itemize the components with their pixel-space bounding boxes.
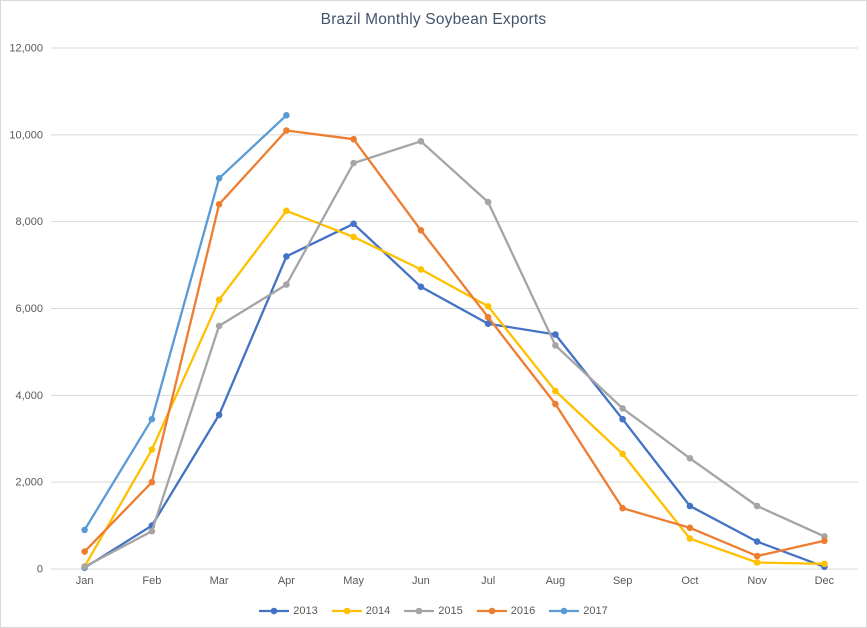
series-marker-2014 — [686, 535, 694, 542]
series-marker-2015 — [148, 527, 156, 535]
series-marker-2016 — [552, 400, 559, 408]
legend-marker-icon — [404, 607, 435, 615]
series-marker-2015 — [350, 159, 357, 167]
series-marker-2014 — [350, 233, 357, 241]
series-line-2015 — [83, 140, 826, 568]
series-marker-2014 — [215, 296, 223, 304]
legend-marker-icon — [549, 607, 580, 615]
series-marker-2015 — [417, 138, 425, 145]
series-marker-2013 — [619, 415, 626, 423]
y-axis-tick-label: 6,000 — [15, 303, 43, 315]
series-marker-2014 — [484, 303, 492, 310]
series-marker-2013 — [417, 283, 425, 291]
series-marker-2016 — [215, 201, 223, 208]
series-marker-2016 — [148, 478, 156, 486]
series-marker-2013 — [686, 502, 694, 510]
x-axis-tick-label: Apr — [278, 575, 295, 587]
legend-label: 2013 — [293, 605, 318, 617]
series-marker-2014 — [619, 450, 626, 458]
series-marker-2015 — [81, 563, 88, 571]
series-marker-2017 — [215, 175, 223, 182]
legend-item-2015: 2015 — [404, 605, 463, 617]
legend-label: 2017 — [583, 605, 608, 617]
series-marker-2013 — [484, 320, 492, 328]
series-marker-2016 — [753, 552, 761, 560]
legend-item-2016: 2016 — [476, 605, 536, 617]
series-marker-2013 — [215, 411, 223, 419]
y-axis-tick-label: 10,000 — [9, 129, 43, 141]
series-marker-2017 — [283, 112, 290, 119]
legend-label: 2014 — [365, 605, 391, 617]
legend-marker-icon — [331, 607, 362, 615]
chart-title: Brazil Monthly Soybean Exports — [320, 11, 547, 28]
x-axis-tick-label: Oct — [681, 575, 698, 587]
series-marker-2015 — [619, 405, 626, 412]
x-axis-tick-label: Sep — [613, 575, 633, 587]
legend-label: 2015 — [438, 605, 463, 617]
series-marker-2015 — [283, 281, 290, 288]
y-axis-tick-label: 4,000 — [15, 390, 43, 402]
x-axis-tick-label: Dec — [815, 575, 835, 587]
series-marker-2014 — [417, 266, 425, 273]
series-marker-2015 — [753, 502, 761, 510]
series-marker-2016 — [619, 504, 626, 512]
series-marker-2015 — [484, 198, 492, 206]
legend-item-2013: 2013 — [259, 605, 318, 617]
series-line-2016 — [83, 129, 826, 558]
legend-item-2017: 2017 — [549, 605, 608, 617]
legend: 2013 2014 2015 2016 2017 — [1, 605, 866, 617]
legend-label: 2016 — [510, 605, 536, 617]
series-marker-2016 — [821, 537, 828, 545]
y-axis-tick-label: 2,000 — [15, 477, 43, 489]
x-axis-tick-label: Aug — [546, 575, 566, 587]
y-axis-tick-label: 8,000 — [15, 216, 43, 228]
series-marker-2013 — [552, 331, 559, 338]
series-marker-2016 — [283, 127, 290, 134]
x-axis-tick-label: Jun — [412, 575, 430, 587]
series-marker-2016 — [686, 524, 694, 532]
series-marker-2013 — [283, 253, 290, 260]
legend-marker-icon — [259, 607, 290, 615]
series-marker-2014 — [753, 559, 761, 566]
x-axis-tick-label: Jan — [76, 575, 94, 587]
series-marker-2014 — [283, 207, 290, 215]
x-axis-tick-label: May — [343, 575, 364, 587]
series-marker-2017 — [81, 526, 88, 534]
series-marker-2013 — [350, 220, 357, 228]
series-marker-2014 — [148, 446, 156, 453]
series-marker-2014 — [552, 387, 559, 395]
series-marker-2014 — [821, 560, 828, 568]
series-marker-2015 — [686, 455, 694, 462]
series-marker-2013 — [753, 538, 761, 545]
legend-marker-icon — [476, 607, 507, 615]
y-axis-tick-label: 12,000 — [9, 43, 43, 55]
series-marker-2016 — [484, 313, 492, 321]
series-line-2014 — [83, 209, 826, 568]
series-marker-2015 — [552, 342, 559, 349]
x-axis-tick-label: Jul — [481, 575, 495, 587]
series-marker-2017 — [148, 415, 156, 423]
series-marker-2016 — [417, 227, 425, 234]
legend-item-2014: 2014 — [331, 605, 391, 617]
series-marker-2016 — [350, 135, 357, 143]
x-axis-tick-label: Mar — [210, 575, 229, 587]
series-marker-2015 — [215, 322, 223, 330]
series-line-2013 — [83, 222, 826, 569]
y-axis-tick-label: 0 — [37, 564, 43, 576]
series-marker-2016 — [81, 548, 88, 555]
x-axis-tick-label: Nov — [747, 575, 767, 587]
series-line-2017 — [83, 114, 288, 532]
x-axis-tick-label: Feb — [142, 575, 161, 587]
